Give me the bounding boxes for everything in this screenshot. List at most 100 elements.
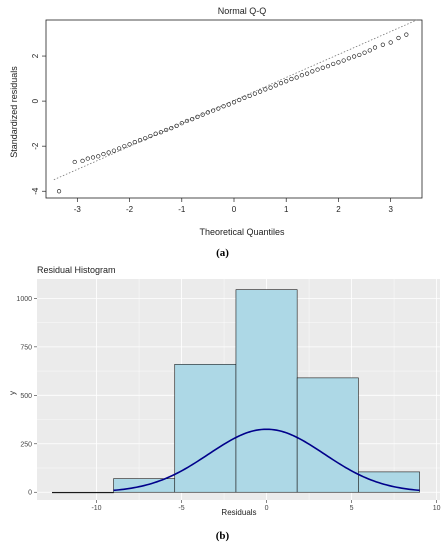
qq-point xyxy=(184,118,190,124)
caption-b: (b) xyxy=(215,530,230,542)
qq-y-tick-label: 2 xyxy=(31,53,40,58)
qq-point xyxy=(205,110,210,115)
hist-bar xyxy=(174,363,237,493)
qq-point xyxy=(237,97,242,103)
qq-point xyxy=(372,45,378,50)
qq-point xyxy=(211,108,216,113)
qq-point xyxy=(331,61,336,67)
qq-point xyxy=(341,58,346,63)
hist-x-tick-label: 0 xyxy=(265,505,269,512)
qq-point xyxy=(388,40,393,45)
qq-point xyxy=(101,151,106,157)
qq-point xyxy=(106,150,111,155)
qq-reference-line xyxy=(53,19,417,181)
qq-point xyxy=(226,102,231,107)
qq-point xyxy=(305,71,310,76)
qq-x-tick-label: -2 xyxy=(126,205,134,214)
qq-point xyxy=(404,32,409,37)
qq-point xyxy=(273,83,278,88)
qq-x-tick-label: 3 xyxy=(388,205,393,214)
qq-point xyxy=(72,159,77,165)
hist-ylabel: y xyxy=(8,391,17,395)
qq-point xyxy=(263,87,268,92)
hist-y-tick-label: 500 xyxy=(20,393,32,400)
hist-title: Residual Histogram xyxy=(37,265,116,275)
qq-point xyxy=(221,104,226,109)
qq-x-tick-label: -3 xyxy=(74,205,82,214)
qq-point xyxy=(294,75,299,80)
qq-point xyxy=(117,146,122,151)
hist-bar xyxy=(296,377,359,493)
hist-y-tick-label: 750 xyxy=(20,344,32,351)
qq-point xyxy=(111,148,116,153)
hist-x-tick-label: 10 xyxy=(433,505,441,512)
qq-point xyxy=(132,140,137,145)
hist-bar xyxy=(52,491,114,494)
qq-point xyxy=(346,56,351,61)
qq-point xyxy=(200,112,205,117)
residual-histogram: Residual Histogram y Residuals 0 250 500 75… xyxy=(8,265,441,517)
qq-point xyxy=(179,121,184,126)
qq-x-tick-label: 1 xyxy=(284,205,289,214)
qq-point xyxy=(85,156,90,161)
qq-point xyxy=(96,154,101,159)
qq-point xyxy=(127,142,132,147)
qq-point xyxy=(247,93,252,99)
qq-x-tick-label: -1 xyxy=(178,205,186,214)
qq-point xyxy=(195,114,200,119)
qq-point xyxy=(396,35,401,41)
hist-x-tick-label: -5 xyxy=(178,505,184,512)
qq-point xyxy=(148,133,153,139)
qq-point xyxy=(357,52,362,58)
qq-point xyxy=(284,79,289,84)
qq-point xyxy=(242,95,247,100)
qq-point xyxy=(90,155,96,160)
hist-x-tick-label: 5 xyxy=(350,505,354,512)
qq-point xyxy=(289,76,294,82)
qq-point xyxy=(278,80,284,86)
qq-plot-frame xyxy=(45,19,423,199)
qq-x-tick-label: 0 xyxy=(232,205,237,214)
qq-point xyxy=(352,54,357,59)
qq-ylabel: Standardized residuals xyxy=(9,66,19,158)
qq-point xyxy=(169,126,174,131)
qq-point xyxy=(143,136,148,141)
qq-point xyxy=(258,89,263,94)
qq-point xyxy=(252,91,257,96)
hist-bar xyxy=(235,289,298,493)
qq-point xyxy=(216,106,221,111)
hist-x-tick-label: -10 xyxy=(91,505,101,512)
qq-point xyxy=(231,100,237,105)
hist-y-tick-label: 0 xyxy=(28,490,32,497)
qq-point xyxy=(362,50,367,55)
caption-a: (a) xyxy=(216,247,229,259)
qq-plot: Normal Q-Q Standardized residuals Theore… xyxy=(9,6,423,237)
qq-point xyxy=(80,158,85,163)
qq-point xyxy=(158,130,163,135)
qq-point xyxy=(315,67,320,72)
hist-bar xyxy=(358,471,420,493)
qq-point xyxy=(299,73,304,78)
density-curve xyxy=(113,428,420,492)
qq-y-tick-label: 0 xyxy=(31,98,40,103)
qq-point xyxy=(320,65,325,70)
qq-y-tick-label: -2 xyxy=(31,142,40,150)
qq-point xyxy=(380,42,385,47)
qq-y-tick-label: -4 xyxy=(31,187,40,195)
qq-point xyxy=(153,131,158,136)
qq-point xyxy=(190,117,195,122)
hist-y-tick-label: 250 xyxy=(20,441,32,448)
qq-point xyxy=(164,127,169,133)
qq-point xyxy=(56,189,62,194)
qq-xlabel: Theoretical Quantiles xyxy=(199,227,285,237)
hist-xlabel: Residuals xyxy=(221,508,256,517)
qq-point xyxy=(367,48,372,53)
qq-point xyxy=(336,60,341,65)
qq-point xyxy=(310,69,315,74)
qq-title: Normal Q-Q xyxy=(218,6,267,16)
qq-point xyxy=(122,144,127,149)
qq-point xyxy=(137,137,143,143)
hist-y-tick-label: 1000 xyxy=(16,296,32,303)
qq-point xyxy=(174,123,179,128)
qq-point xyxy=(325,64,331,69)
